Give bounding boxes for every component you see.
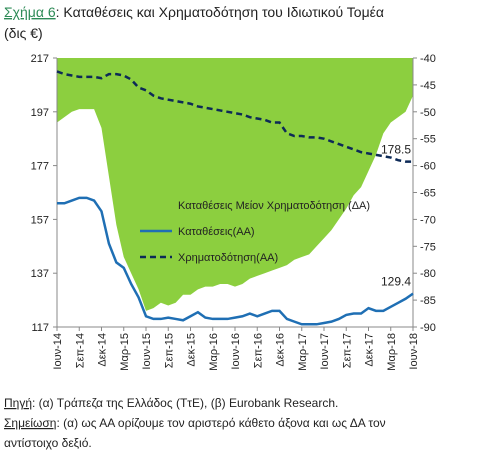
note: Σημείωση: (α) ως ΑΑ ορίζουμε τον αριστερ…	[4, 416, 386, 430]
x-tick-label: Ιουν-18	[408, 333, 420, 370]
note-text: : (α) ως ΑΑ ορίζουμε τον αριστερό κάθετο…	[56, 416, 385, 430]
note-text-2: αντίστοιχο δεξιό.	[4, 436, 92, 450]
x-tick-label: Μαρ-18	[386, 333, 398, 371]
y2-tick-label: -40	[420, 53, 436, 65]
source-label: Πηγή	[4, 396, 32, 410]
x-tick-label: Ιουν-14	[52, 333, 64, 370]
y2-tick-label: -75	[420, 241, 436, 253]
y2-tick-label: -85	[420, 295, 436, 307]
y2-tick-label: -65	[420, 188, 436, 200]
y2-tick-label: -55	[420, 134, 436, 146]
annotation: 178.5	[381, 143, 411, 157]
x-tick-label: Σεπ-14	[74, 333, 86, 368]
y-tick-label: 157	[31, 214, 49, 226]
y2-tick-label: -50	[420, 107, 436, 119]
area	[57, 58, 413, 311]
y-tick-label: 137	[31, 268, 49, 280]
y2-tick-label: -45	[420, 80, 436, 92]
x-tick-label: Σεπ-17	[341, 333, 353, 368]
title-prefix: Σχήμα 6	[4, 4, 56, 20]
note-label: Σημείωση	[4, 416, 56, 430]
legend-label: Καταθέσεις Μείον Χρηματοδότηση (ΔΑ)	[178, 200, 370, 212]
y2-tick-label: -70	[420, 214, 436, 226]
annotation: 129.4	[381, 275, 411, 289]
y-tick-label: 117	[31, 322, 49, 334]
line	[56, 70, 413, 163]
x-tick-label: Ιουν-16	[230, 333, 242, 370]
y2-tick-label: -90	[420, 322, 436, 334]
x-tick-label: Μαρ-17	[297, 333, 309, 371]
x-tick-label: Δεκ-15	[186, 333, 198, 367]
chart-title: Σχήμα 6: Καταθέσεις και Χρηματοδότηση το…	[4, 4, 384, 20]
source: Πηγή: (α) Τράπεζα της Ελλάδος (ΤτΕ), (β)…	[4, 396, 338, 410]
y-tick-label: 177	[31, 161, 49, 173]
x-tick-label: Δεκ-17	[364, 333, 376, 367]
title-text: : Καταθέσεις και Χρηματοδότηση του Ιδιωτ…	[56, 4, 384, 20]
x-tick-label: Ιουν-15	[141, 333, 153, 370]
x-tick-label: Ιουν-17	[319, 333, 331, 370]
x-tick-label: Δεκ-16	[275, 333, 287, 367]
x-tick-label: Σεπ-16	[252, 333, 264, 368]
y-tick-label: 197	[31, 107, 49, 119]
y-tick-label: 217	[31, 53, 49, 65]
y2-tick-label: -60	[420, 161, 436, 173]
line	[57, 196, 414, 326]
y2-tick-label: -80	[420, 268, 436, 280]
x-tick-label: Μαρ-15	[119, 333, 131, 371]
chart-subtitle: (δις €)	[4, 25, 43, 41]
legend-label: Καταθέσεις(ΑΑ)	[178, 226, 255, 238]
source-text: : (α) Τράπεζα της Ελλάδος (ΤτΕ), (β) Eur…	[32, 396, 338, 410]
legend-label: Χρηματοδότηση(ΑΑ)	[178, 252, 278, 264]
x-tick-label: Δεκ-14	[97, 333, 109, 367]
x-tick-label: Μαρ-16	[208, 333, 220, 371]
x-tick-label: Σεπ-15	[163, 333, 175, 368]
